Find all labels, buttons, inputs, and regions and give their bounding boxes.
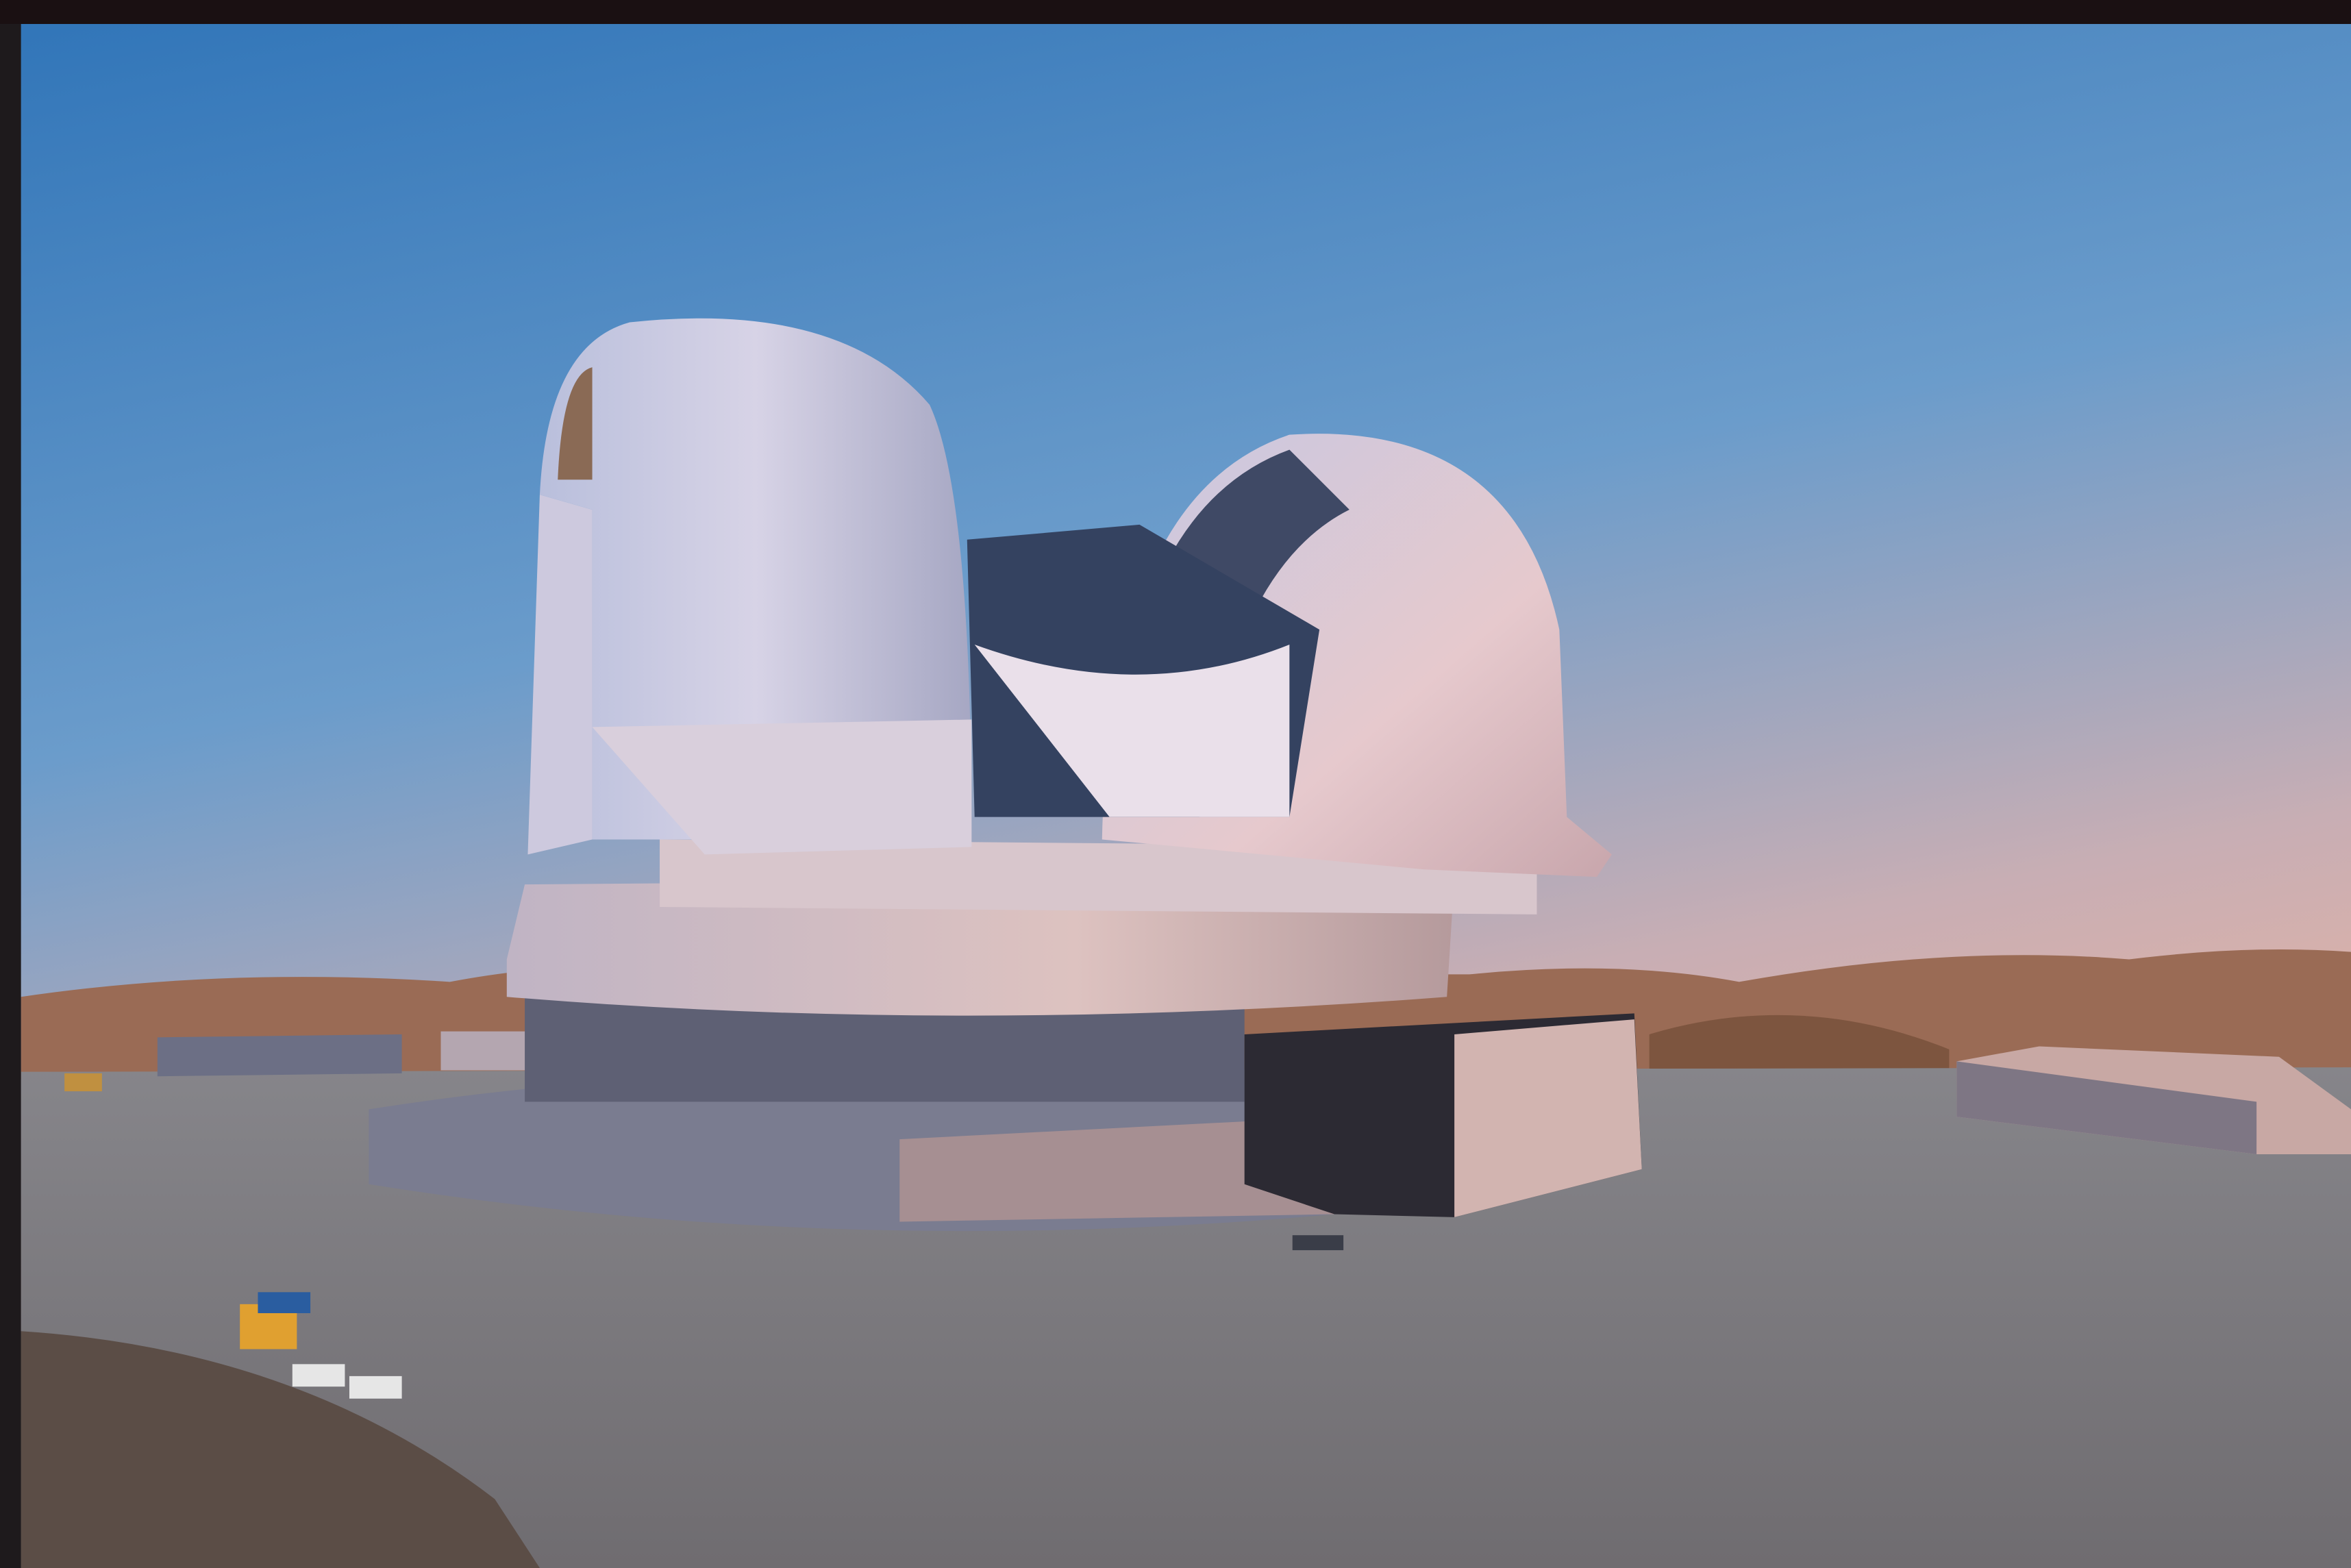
truck [64, 1073, 102, 1092]
car [349, 1376, 402, 1399]
foreground-rim [21, 1331, 540, 1568]
building [157, 1034, 402, 1077]
truck-tank [258, 1292, 311, 1313]
car [292, 1364, 345, 1387]
car [1292, 1235, 1344, 1251]
shell-interior [558, 367, 593, 480]
left-shell-edge [527, 495, 593, 855]
top-border [0, 0, 2351, 25]
building [440, 1031, 528, 1071]
annex-door [1454, 1019, 1642, 1217]
mirror-cell [974, 644, 1290, 817]
base-ring-lit [899, 1117, 1335, 1222]
shell-foot [592, 719, 972, 855]
building-side [1956, 1061, 2257, 1155]
left-border [0, 24, 21, 1568]
left-shell [539, 318, 972, 840]
